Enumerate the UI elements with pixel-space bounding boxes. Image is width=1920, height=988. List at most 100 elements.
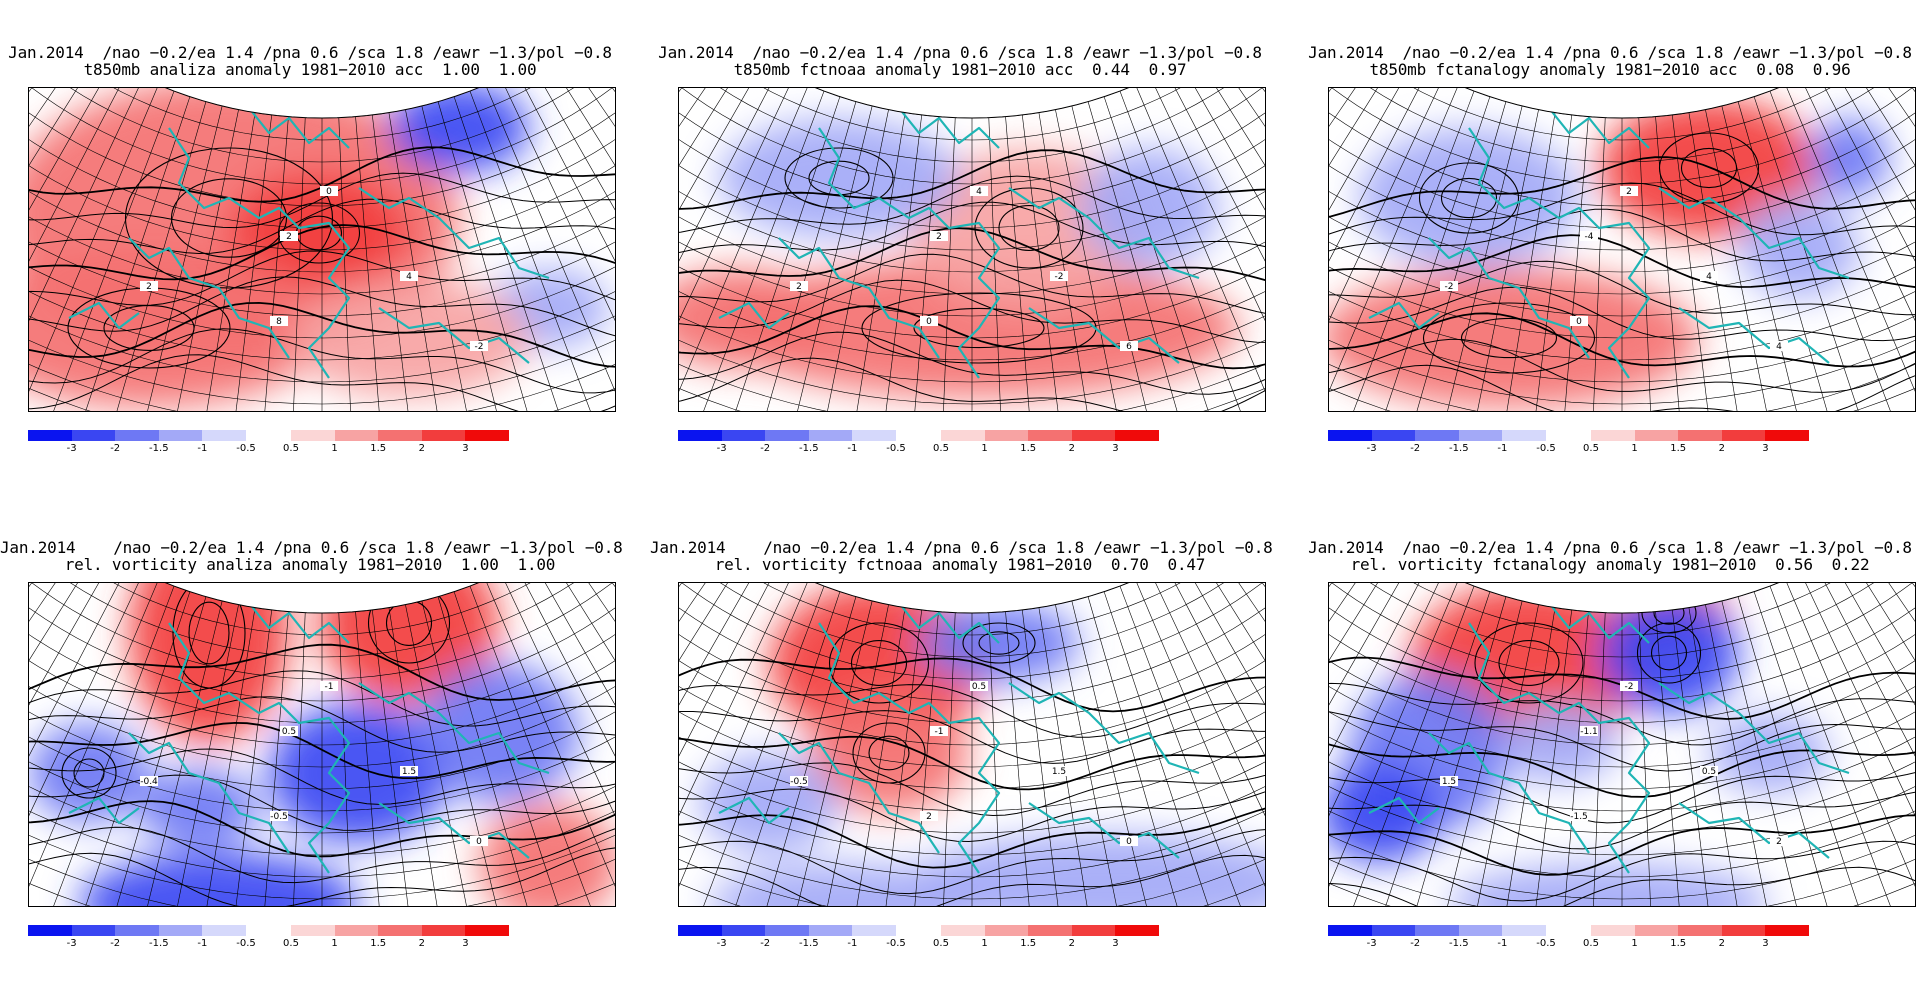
contour-lines bbox=[679, 622, 1265, 906]
colorbar-tick-label: 1.5 bbox=[370, 443, 387, 454]
colorbar-tick-label: 1.5 bbox=[1020, 938, 1037, 949]
colorbar-swatch bbox=[765, 430, 809, 441]
coastlines bbox=[718, 602, 1200, 874]
panel-title-line1: Jan.2014 /nao −0.2/ea 1.4 /pna 0.6 /sca … bbox=[8, 43, 612, 62]
contour-label: 0 bbox=[926, 317, 932, 327]
colorbar-swatch bbox=[28, 430, 72, 441]
negative-anomaly-area bbox=[1079, 148, 1219, 268]
colorbar-swatch bbox=[1328, 925, 1372, 936]
colorbar-swatch bbox=[158, 430, 203, 441]
panel-title-line2: rel. vorticity fctanalogy anomaly 1981−2… bbox=[1350, 555, 1870, 574]
colorbar-swatch bbox=[1634, 925, 1679, 936]
panel-title-line1: Jan.2014 /nao −0.2/ea 1.4 /pna 0.6 /sca … bbox=[1308, 538, 1912, 557]
contour-label: 6 bbox=[1126, 342, 1132, 352]
contour-labels: -1 0.5 1.5 2 -0.5 0 bbox=[790, 681, 1138, 847]
colorbar-tick-label: -1 bbox=[1497, 938, 1508, 949]
colorbar-tick-label: 1.5 bbox=[370, 938, 387, 949]
colorbar-tick-label: -1 bbox=[1497, 443, 1508, 454]
colorbar-tick-label: -1 bbox=[847, 443, 858, 454]
colorbar-tick-label: -1.5 bbox=[799, 443, 819, 454]
contour-label: 0.5 bbox=[972, 682, 986, 692]
colorbar-swatch bbox=[1371, 430, 1416, 441]
sector-outline bbox=[1464, 583, 1780, 614]
colorbar-tick-label: 0.5 bbox=[1583, 443, 1599, 454]
colorbar-swatch bbox=[1371, 925, 1416, 936]
contour-label: -1 bbox=[325, 682, 334, 692]
panel-title-line1: Jan.2014 /nao −0.2/ea 1.4 /pna 0.6 /sca … bbox=[0, 538, 623, 557]
polar-map: 2 0 4 8 2 -2 bbox=[29, 88, 615, 411]
colorbar-swatch bbox=[1415, 430, 1459, 441]
contour-label: 4 bbox=[1706, 272, 1712, 282]
colorbar-tick-label: 2 bbox=[1718, 938, 1725, 949]
map-sector: 2 4 -2 0 2 6 bbox=[679, 88, 1265, 411]
colorbar-swatch bbox=[765, 925, 809, 936]
colorbar-tick-label: -0.5 bbox=[1536, 938, 1556, 949]
colorbar-tick-label: 1.5 bbox=[1670, 938, 1687, 949]
colorbar-tick-label: -2 bbox=[110, 443, 121, 454]
colorbar-swatch bbox=[1028, 430, 1072, 441]
colorbar: -3 -2 -1.5 -1 -0.5 0.5 1 1.5 2 3 bbox=[1328, 925, 1914, 951]
contour-label: 1.5 bbox=[402, 767, 416, 777]
colorbar-swatch bbox=[1071, 430, 1116, 441]
colorbar-swatch bbox=[1115, 925, 1159, 936]
coastlines bbox=[68, 602, 550, 874]
panel-title-line1: Jan.2014 /nao −0.2/ea 1.4 /pna 0.6 /sca … bbox=[650, 538, 1273, 557]
colorbar-tick-label: 0.5 bbox=[933, 443, 949, 454]
colorbar-swatch bbox=[71, 925, 116, 936]
contour-label: -0.5 bbox=[790, 777, 808, 787]
negative-anomaly-area bbox=[699, 753, 839, 853]
negative-anomaly-area bbox=[1599, 593, 1739, 713]
colorbar-tick-label: 3 bbox=[1112, 443, 1119, 454]
colorbar-tick-label: -0.5 bbox=[886, 938, 906, 949]
sector-outline bbox=[1464, 88, 1780, 119]
colorbar-swatch bbox=[721, 925, 766, 936]
colorbar-swatch bbox=[941, 430, 985, 441]
colorbar-swatch bbox=[678, 925, 722, 936]
polar-map: -1 0.5 1.5 2 -0.5 0 bbox=[679, 583, 1265, 906]
colorbar-swatch bbox=[1721, 925, 1766, 936]
lat-lon-grid bbox=[1329, 88, 1915, 411]
map-frame: -1.1 -2 0.5 -1.5 1.5 2 bbox=[1328, 582, 1916, 907]
map-panel-vort-analiza: Jan.2014 /nao −0.2/ea 1.4 /pna 0.6 /sca … bbox=[0, 495, 623, 949]
contour-label: -0.5 bbox=[270, 812, 288, 822]
colorbar-swatch bbox=[984, 430, 1029, 441]
colorbar-tick-label: -3 bbox=[66, 443, 77, 454]
colorbar-tick-label: 0.5 bbox=[1583, 938, 1599, 949]
colorbar-tick-label: -1.5 bbox=[799, 938, 819, 949]
map-frame: 0.5 -1 1.5 -0.5 -0.4 0 bbox=[28, 582, 616, 907]
contour-label: -2 bbox=[1625, 682, 1634, 692]
sector-outline bbox=[164, 583, 480, 614]
contour-label: 2 bbox=[1776, 837, 1782, 847]
colorbar-swatch bbox=[852, 925, 896, 936]
panel-title-line2: t850mb analiza anomaly 1981−2010 acc 1.0… bbox=[83, 60, 537, 79]
colorbar-swatch bbox=[1458, 925, 1503, 936]
colorbar-swatch bbox=[115, 430, 159, 441]
colorbar-tick-label: 3 bbox=[462, 938, 469, 949]
colorbar-tick-label: -1 bbox=[197, 443, 208, 454]
contour-label: 2 bbox=[1626, 187, 1632, 197]
colorbar-swatch bbox=[984, 925, 1029, 936]
contour-label: 0 bbox=[1576, 317, 1582, 327]
colorbar-tick-label: 0.5 bbox=[933, 938, 949, 949]
map-frame: 2 0 4 8 2 -2 bbox=[28, 87, 616, 412]
map-frame: -4 2 4 0 -2 4 bbox=[1328, 87, 1916, 412]
contour-label: 2 bbox=[936, 232, 942, 242]
colorbar-swatch bbox=[941, 925, 985, 936]
map-sector: -1 0.5 1.5 2 -0.5 0 bbox=[679, 583, 1265, 906]
negative-anomaly-area bbox=[1739, 198, 1859, 298]
panel-title-line2: rel. vorticity analiza anomaly 1981−2010… bbox=[64, 555, 556, 574]
negative-anomaly-area bbox=[709, 863, 989, 906]
colorbar-tick-label: 1 bbox=[331, 443, 338, 454]
coastlines bbox=[718, 107, 1200, 379]
positive-anomaly-area bbox=[809, 693, 969, 813]
contour-label: 4 bbox=[406, 272, 412, 282]
positive-anomaly-area bbox=[1329, 268, 1699, 408]
colorbar-swatch bbox=[852, 430, 896, 441]
colorbar-swatch bbox=[1458, 430, 1503, 441]
colorbar-tick-label: 0.5 bbox=[283, 938, 299, 949]
polar-map: -4 2 4 0 -2 4 bbox=[1329, 88, 1915, 411]
colorbar-tick-label: 2 bbox=[1718, 443, 1725, 454]
colorbar-tick-label: -0.5 bbox=[886, 443, 906, 454]
colorbar-swatch bbox=[378, 925, 422, 936]
colorbar-tick-label: -0.5 bbox=[236, 938, 256, 949]
